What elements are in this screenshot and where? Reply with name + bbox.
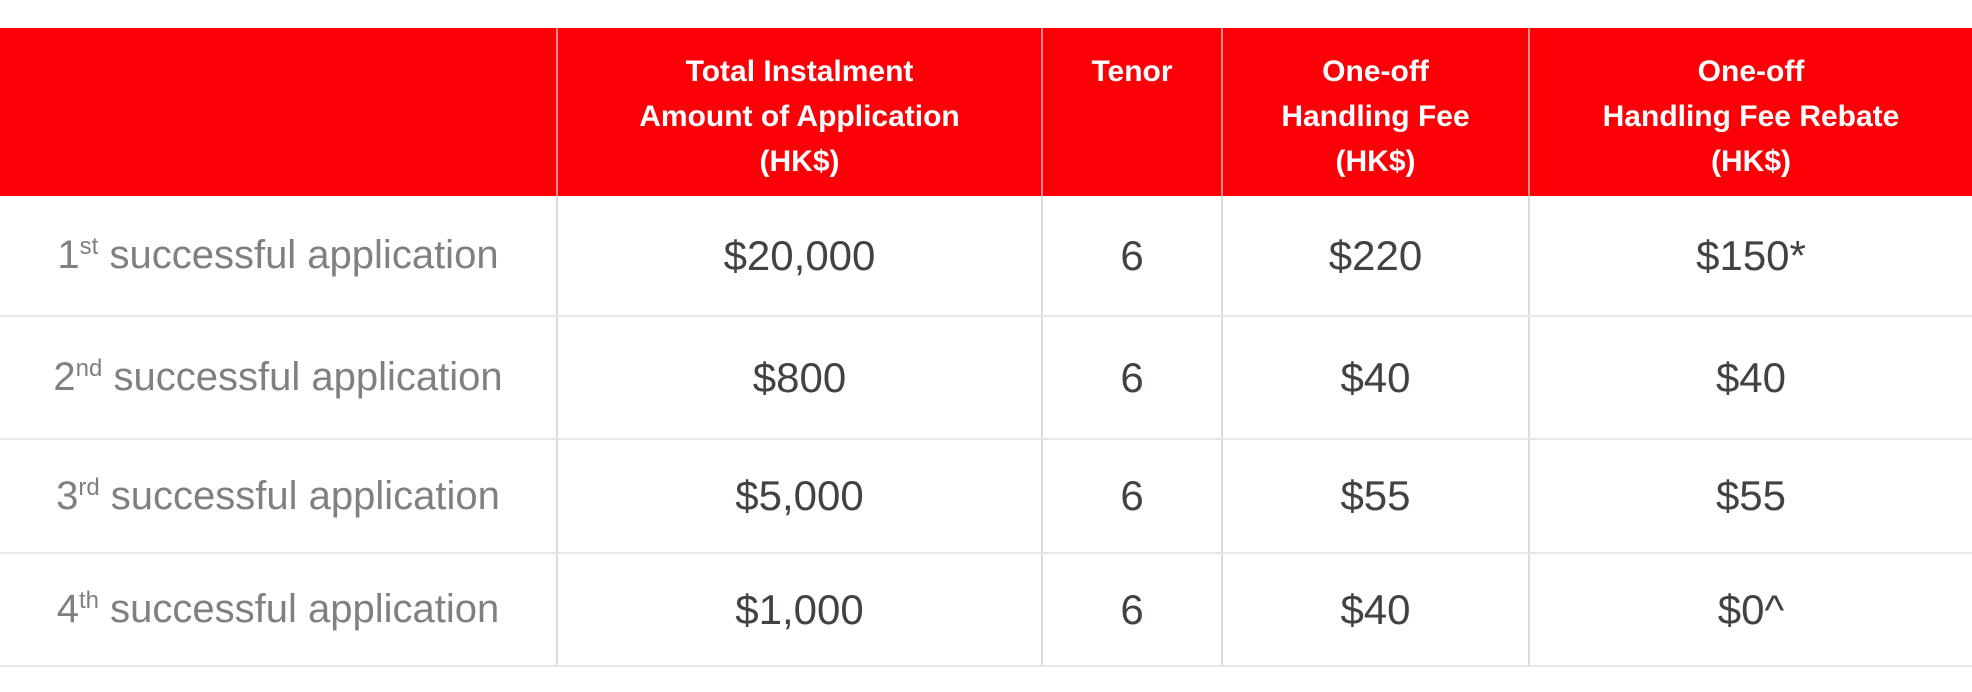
rebate-cell: $40 [1528, 316, 1972, 440]
row-label-cell: 1st successful application [0, 196, 557, 317]
ordinal-suffix: nd [75, 355, 103, 382]
row-label-text: successful application [99, 587, 500, 631]
fee-cell: $220 [1221, 196, 1529, 317]
row-label-cell: 3rd successful application [0, 439, 557, 554]
row-label-text: successful application [99, 473, 500, 518]
ordinal-number: 3 [56, 473, 79, 518]
row-label-text: successful application [102, 355, 503, 399]
table-row: 1st successful application $20,000 6 $22… [0, 196, 1972, 317]
tenor-cell: 6 [1041, 316, 1222, 440]
amount-cell: $5,000 [556, 439, 1042, 554]
amount-cell: $1,000 [556, 553, 1042, 667]
header-cell-handling-fee-rebate: One-off Handling Fee Rebate (HK$) [1528, 28, 1972, 196]
row-label-cell: 4th successful application [0, 553, 557, 667]
amount-cell: $20,000 [556, 196, 1042, 317]
ordinal-suffix: st [79, 233, 99, 260]
tenor-cell: 6 [1041, 439, 1222, 554]
fee-cell: $40 [1221, 553, 1529, 667]
table-row: 2nd successful application $800 6 $40 $4… [0, 316, 1972, 440]
table-header-row: Total Instalment Amount of Application (… [0, 28, 1972, 196]
rebate-cell: $0^ [1528, 553, 1972, 667]
handling-fee-table: Total Instalment Amount of Application (… [0, 28, 1972, 667]
amount-cell: $800 [556, 316, 1042, 440]
rebate-cell: $55 [1528, 439, 1972, 554]
row-label-text: successful application [98, 233, 499, 277]
row-label-cell: 2nd successful application [0, 316, 557, 440]
ordinal-number: 2 [53, 355, 76, 399]
fee-table-container: Total Instalment Amount of Application (… [0, 28, 1972, 667]
tenor-cell: 6 [1041, 196, 1222, 317]
header-cell-tenor: Tenor [1041, 28, 1222, 196]
fee-cell: $55 [1221, 439, 1529, 554]
header-cell-total-instalment-amount: Total Instalment Amount of Application (… [556, 28, 1042, 196]
table-row: 3rd successful application $5,000 6 $55 … [0, 439, 1972, 554]
tenor-cell: 6 [1041, 553, 1222, 667]
header-cell-handling-fee: One-off Handling Fee (HK$) [1221, 28, 1529, 196]
ordinal-suffix: th [79, 587, 100, 614]
ordinal-number: 1 [57, 233, 80, 277]
ordinal-number: 4 [56, 587, 79, 631]
ordinal-suffix: rd [78, 473, 100, 501]
rebate-cell: $150* [1528, 196, 1972, 317]
header-cell-empty [0, 28, 557, 196]
fee-cell: $40 [1221, 316, 1529, 440]
table-row: 4th successful application $1,000 6 $40 … [0, 553, 1972, 667]
